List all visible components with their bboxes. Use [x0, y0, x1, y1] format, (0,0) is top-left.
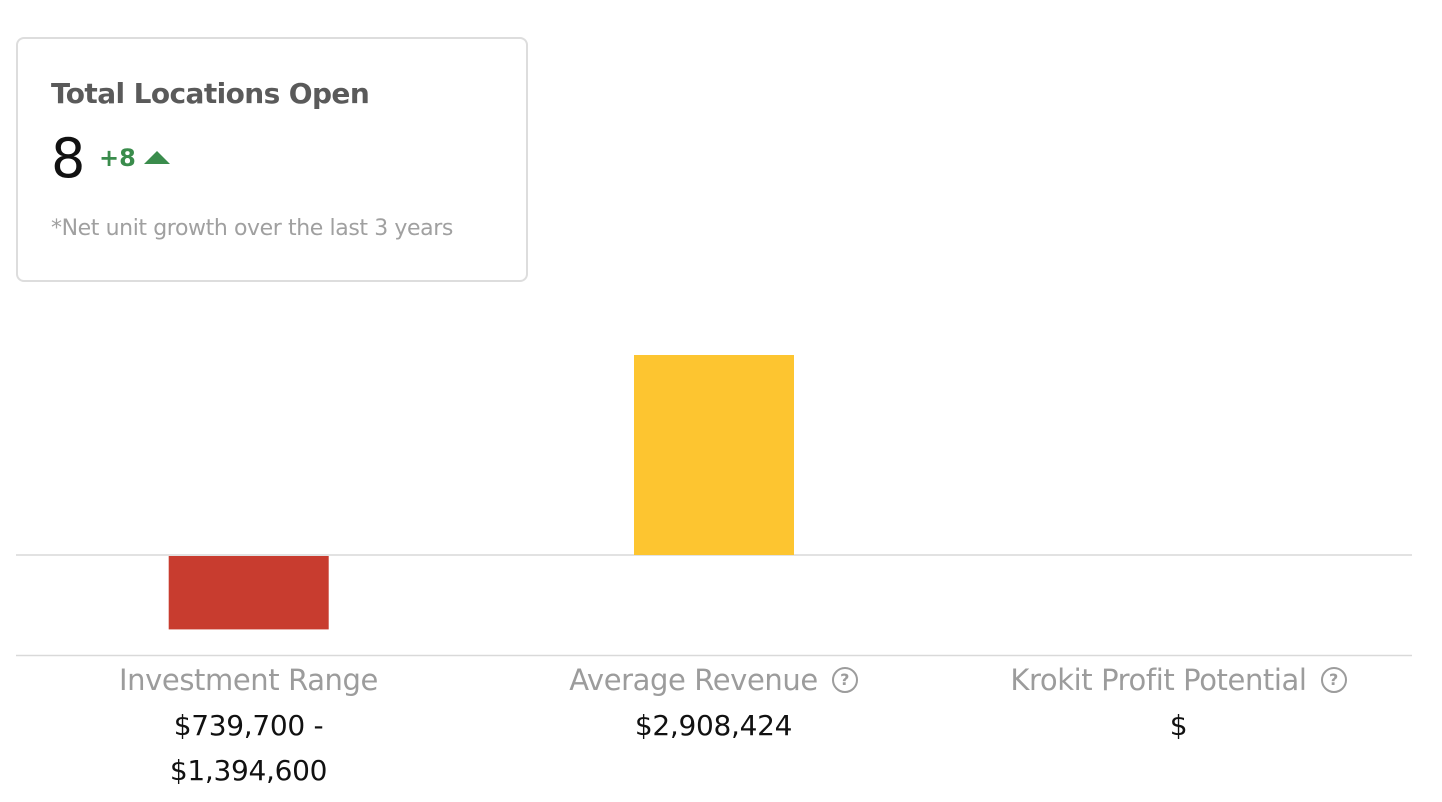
bar-investment-range	[168, 556, 329, 630]
help-icon[interactable]: ?	[1320, 667, 1347, 693]
metric-title-row: Krokit Profit Potential ?	[946, 657, 1411, 703]
metric-labels: Investment Range $739,700 - $1,394,600 A…	[16, 657, 1412, 797]
locations-count: 8	[51, 127, 86, 190]
metric-label: Krokit Profit Potential	[1010, 663, 1307, 697]
bar-average-revenue	[634, 355, 794, 555]
metric-average-revenue: Average Revenue ? $2,908,424	[481, 657, 946, 748]
metric-title-row: Investment Range	[16, 657, 481, 703]
metric-profit-potential: Krokit Profit Potential ? $	[946, 657, 1411, 748]
metric-value: $	[1169, 709, 1188, 742]
growth-indicator: +8	[99, 144, 170, 172]
total-locations-card: Total Locations Open 8 +8 *Net unit grow…	[16, 37, 528, 282]
card-title: Total Locations Open	[51, 77, 370, 110]
card-footnote: *Net unit growth over the last 3 years	[51, 216, 453, 241]
metric-label: Investment Range	[119, 663, 378, 697]
help-icon[interactable]: ?	[831, 667, 858, 693]
metric-investment-range: Investment Range $739,700 - $1,394,600	[16, 657, 481, 793]
metric-title-row: Average Revenue ?	[481, 657, 946, 703]
growth-value: +8	[99, 144, 136, 172]
metric-label: Average Revenue	[569, 663, 818, 697]
metric-value: $739,700 - $1,394,600	[169, 709, 328, 787]
metric-value: $2,908,424	[634, 709, 793, 742]
triangle-up-icon	[143, 150, 170, 164]
